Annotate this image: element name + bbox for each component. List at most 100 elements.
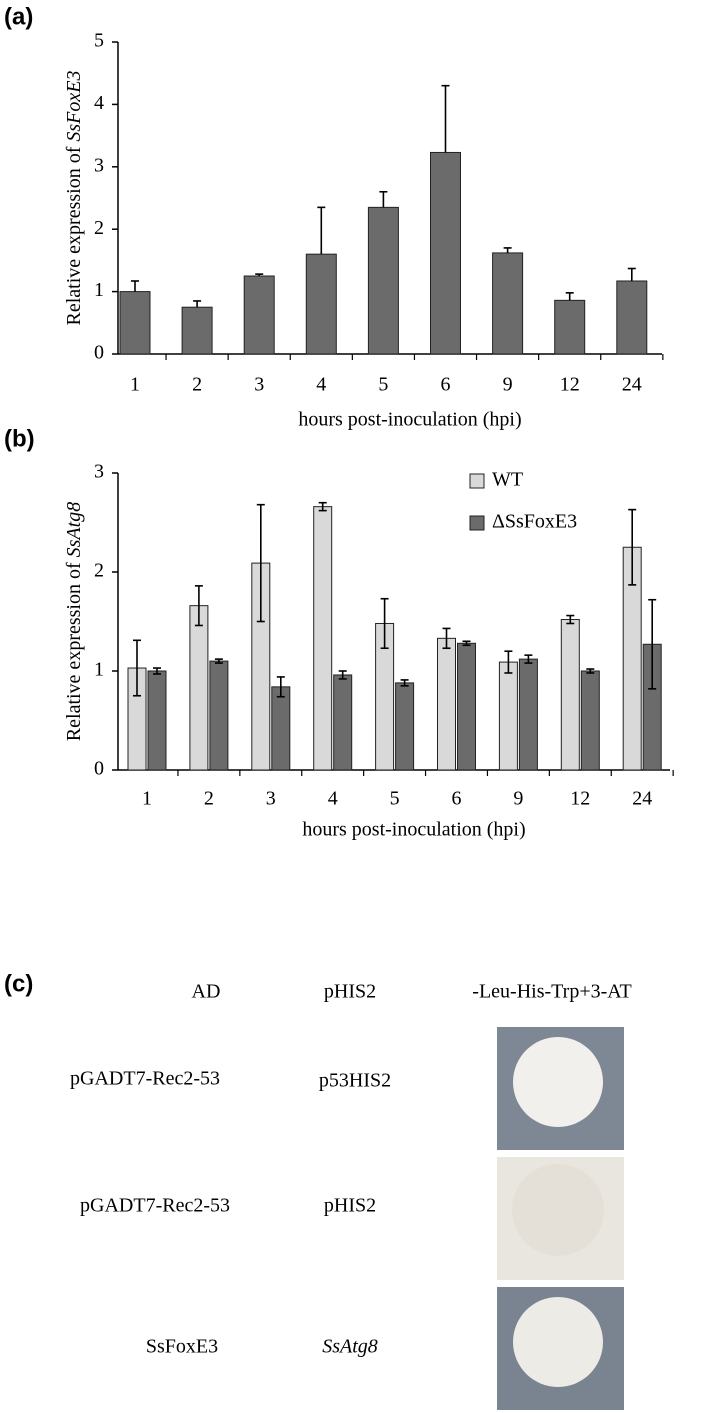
error-bar xyxy=(133,639,141,697)
error-bar xyxy=(442,627,451,650)
bar xyxy=(518,658,538,771)
error-bar xyxy=(276,676,285,698)
x-tick-label: 9 xyxy=(513,788,523,810)
x-tick-label: 9 xyxy=(503,374,513,396)
colony-photo xyxy=(497,1027,624,1150)
error-bar xyxy=(214,658,223,664)
bar xyxy=(580,670,600,771)
bar xyxy=(189,605,209,771)
bar xyxy=(437,637,456,771)
error-bar xyxy=(400,679,409,687)
x-tick-label: 1 xyxy=(142,788,152,810)
bar xyxy=(367,206,399,355)
row-cell: SsAtg8 xyxy=(322,1336,378,1358)
error-bar xyxy=(338,670,347,680)
y-axis-label: Relative expression of SsAtg8 xyxy=(63,502,85,741)
error-bar xyxy=(503,247,512,253)
x-tick-label: 4 xyxy=(316,374,326,396)
bar xyxy=(209,660,229,771)
bar xyxy=(554,299,586,355)
x-tick-label: 5 xyxy=(378,374,388,396)
legend-label: ΔSsFoxE3 xyxy=(492,511,577,533)
x-tick-label: 6 xyxy=(441,374,451,396)
x-tick-label: 2 xyxy=(204,788,214,810)
bar xyxy=(616,280,648,355)
legend-label: WT xyxy=(492,469,523,491)
x-tick-label: 6 xyxy=(452,788,462,810)
error-bar xyxy=(256,503,265,623)
bar xyxy=(271,686,291,771)
error-bar xyxy=(648,598,657,690)
y-label-gene: SsAtg8 xyxy=(63,502,85,558)
colony-photo xyxy=(497,1157,624,1280)
x-tick-label: 12 xyxy=(570,788,590,810)
bar xyxy=(457,642,476,771)
x-tick-label: 3 xyxy=(266,788,276,810)
error-bar xyxy=(524,654,533,664)
error-bar xyxy=(318,501,327,512)
y-tick-label: 3 xyxy=(94,461,104,483)
error-bar xyxy=(565,292,574,301)
bar xyxy=(333,674,353,771)
bar xyxy=(243,275,275,355)
y-tick-label: 2 xyxy=(94,560,104,582)
panel-label: (a) xyxy=(4,3,33,30)
row-cell: pGADT7-Rec2-53 xyxy=(80,1195,230,1217)
y-tick-label: 5 xyxy=(94,30,104,52)
bar xyxy=(181,306,213,355)
error-bar xyxy=(379,190,388,208)
panel-label: (c) xyxy=(4,970,33,997)
y-label-text: Relative expression of xyxy=(63,146,85,325)
bar xyxy=(305,253,337,355)
column-header: -Leu-His-Trp+3-AT xyxy=(472,981,631,1003)
x-tick-label: 3 xyxy=(254,374,264,396)
x-tick-label: 24 xyxy=(622,374,642,396)
column-header: pHIS2 xyxy=(324,981,376,1003)
error-bar xyxy=(566,614,575,625)
x-tick-label: 1 xyxy=(130,374,140,396)
error-bar xyxy=(504,650,513,674)
row-cell: pHIS2 xyxy=(324,1195,376,1217)
legend-swatch xyxy=(469,473,485,489)
error-bar xyxy=(255,273,264,276)
bar xyxy=(119,291,151,355)
colony-photo xyxy=(497,1287,624,1410)
bar xyxy=(313,506,333,771)
bar xyxy=(147,670,167,771)
column-header: AD xyxy=(192,981,221,1003)
legend-swatch xyxy=(469,515,485,531)
y-tick-label: 0 xyxy=(94,758,104,780)
y-label-gene: SsFoxE3 xyxy=(63,71,85,142)
bar xyxy=(395,682,415,771)
panel-label: (b) xyxy=(4,425,35,452)
x-axis-label: hours post-inoculation (hpi) xyxy=(298,409,521,431)
x-tick-label: 24 xyxy=(632,788,652,810)
y-tick-label: 1 xyxy=(94,279,104,301)
y-axis-label: Relative expression of SsFoxE3 xyxy=(63,71,85,326)
x-tick-label: 4 xyxy=(328,788,338,810)
bar xyxy=(498,661,518,771)
error-bar xyxy=(317,206,326,255)
x-axis-label: hours post-inoculation (hpi) xyxy=(302,819,525,841)
y-tick-label: 0 xyxy=(94,342,104,364)
y-tick-label: 1 xyxy=(94,659,104,681)
x-tick-label: 2 xyxy=(192,374,202,396)
y-tick-label: 3 xyxy=(94,154,104,176)
y-tick-label: 2 xyxy=(94,217,104,239)
row-cell: SsFoxE3 xyxy=(146,1336,218,1358)
error-bar xyxy=(131,280,139,292)
row-cell: p53HIS2 xyxy=(319,1070,391,1092)
bar xyxy=(560,619,580,771)
row-cell: pGADT7-Rec2-53 xyxy=(70,1068,220,1090)
error-bar xyxy=(441,84,450,153)
bar xyxy=(430,151,461,355)
error-bar xyxy=(628,508,637,586)
error-bar xyxy=(462,640,471,647)
x-tick-label: 5 xyxy=(390,788,400,810)
error-bar xyxy=(586,668,595,674)
bar xyxy=(492,252,524,355)
error-bar xyxy=(380,597,389,650)
error-bar xyxy=(194,585,203,627)
y-label-text: Relative expression of xyxy=(63,562,85,741)
y-tick-label: 4 xyxy=(94,92,104,114)
